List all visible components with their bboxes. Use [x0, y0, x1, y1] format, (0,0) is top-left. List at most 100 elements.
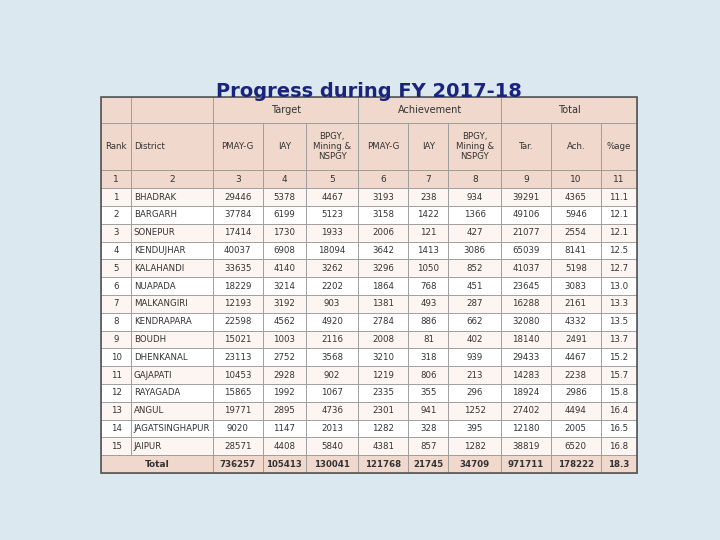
Bar — [359, 206, 408, 224]
Bar — [449, 259, 501, 277]
Bar — [213, 97, 359, 123]
Bar — [213, 170, 263, 188]
Bar — [501, 224, 551, 241]
Text: IAY: IAY — [422, 142, 435, 151]
Text: 1050: 1050 — [418, 264, 439, 273]
Bar — [101, 241, 132, 259]
Text: 49106: 49106 — [513, 210, 540, 219]
Text: BHADRAK: BHADRAK — [134, 193, 176, 201]
Text: 3210: 3210 — [372, 353, 395, 362]
Text: 902: 902 — [324, 370, 341, 380]
Bar — [101, 330, 132, 348]
Bar — [101, 313, 132, 330]
Text: 14: 14 — [111, 424, 122, 433]
Text: NUAPADA: NUAPADA — [134, 281, 176, 291]
Bar — [132, 384, 213, 402]
Text: 2005: 2005 — [565, 424, 587, 433]
Bar — [213, 366, 263, 384]
Text: 29446: 29446 — [224, 193, 251, 201]
Text: 5378: 5378 — [274, 193, 295, 201]
Bar — [101, 402, 132, 420]
Bar — [306, 437, 359, 455]
Text: 287: 287 — [467, 299, 483, 308]
Bar — [600, 123, 637, 170]
Text: 34709: 34709 — [460, 460, 490, 469]
Text: 15.2: 15.2 — [609, 353, 629, 362]
Bar — [501, 313, 551, 330]
Bar — [600, 259, 637, 277]
Text: 2784: 2784 — [372, 317, 395, 326]
Text: 934: 934 — [467, 193, 483, 201]
Bar — [101, 420, 132, 437]
Text: 1282: 1282 — [464, 442, 486, 451]
Bar — [449, 188, 501, 206]
Text: 852: 852 — [467, 264, 483, 273]
Text: Ach.: Ach. — [567, 142, 585, 151]
Text: 3083: 3083 — [565, 281, 587, 291]
Text: 355: 355 — [420, 388, 436, 397]
Text: 1067: 1067 — [321, 388, 343, 397]
Bar — [359, 313, 408, 330]
Text: 37784: 37784 — [224, 210, 251, 219]
Bar — [263, 348, 306, 366]
Bar — [213, 420, 263, 437]
Text: 2301: 2301 — [372, 406, 395, 415]
Bar — [449, 348, 501, 366]
Text: 1252: 1252 — [464, 406, 486, 415]
Text: 451: 451 — [467, 281, 483, 291]
Bar — [449, 366, 501, 384]
Text: 2: 2 — [114, 210, 119, 219]
Text: 2116: 2116 — [321, 335, 343, 344]
Text: 2986: 2986 — [565, 388, 587, 397]
Text: 32080: 32080 — [513, 317, 540, 326]
Text: 886: 886 — [420, 317, 436, 326]
Text: 2238: 2238 — [565, 370, 587, 380]
Text: 15865: 15865 — [224, 388, 251, 397]
Text: 1147: 1147 — [274, 424, 295, 433]
Bar — [408, 123, 449, 170]
Text: 1933: 1933 — [321, 228, 343, 237]
Text: 318: 318 — [420, 353, 436, 362]
Text: 10453: 10453 — [224, 370, 251, 380]
Text: 2006: 2006 — [372, 228, 395, 237]
Bar — [263, 170, 306, 188]
Text: 2335: 2335 — [372, 388, 395, 397]
Bar — [449, 295, 501, 313]
Bar — [213, 259, 263, 277]
Text: 38819: 38819 — [513, 442, 540, 451]
Text: 402: 402 — [467, 335, 483, 344]
Bar — [551, 330, 600, 348]
Bar — [132, 402, 213, 420]
Bar — [132, 420, 213, 437]
Bar — [501, 295, 551, 313]
Bar — [132, 348, 213, 366]
Text: 941: 941 — [420, 406, 436, 415]
Bar — [101, 295, 132, 313]
Bar — [213, 295, 263, 313]
Text: BOUDH: BOUDH — [134, 335, 166, 344]
Bar — [551, 277, 600, 295]
Text: 2161: 2161 — [565, 299, 587, 308]
Bar — [600, 295, 637, 313]
Text: 130041: 130041 — [314, 460, 350, 469]
Text: 1: 1 — [113, 175, 119, 184]
Bar — [551, 241, 600, 259]
Bar — [306, 348, 359, 366]
Text: Total: Total — [558, 105, 580, 115]
Bar — [132, 224, 213, 241]
Text: 1219: 1219 — [372, 370, 395, 380]
Bar — [101, 170, 132, 188]
Text: 7: 7 — [114, 299, 119, 308]
Bar — [306, 295, 359, 313]
Text: BARGARH: BARGARH — [134, 210, 177, 219]
Text: 1003: 1003 — [274, 335, 295, 344]
Text: 4736: 4736 — [321, 406, 343, 415]
Bar — [359, 348, 408, 366]
Text: 8: 8 — [114, 317, 119, 326]
Text: 4467: 4467 — [321, 193, 343, 201]
Text: 17414: 17414 — [224, 228, 251, 237]
Bar — [101, 188, 132, 206]
Text: 3: 3 — [235, 175, 240, 184]
Bar — [359, 366, 408, 384]
Text: 4381: 4381 — [372, 442, 395, 451]
